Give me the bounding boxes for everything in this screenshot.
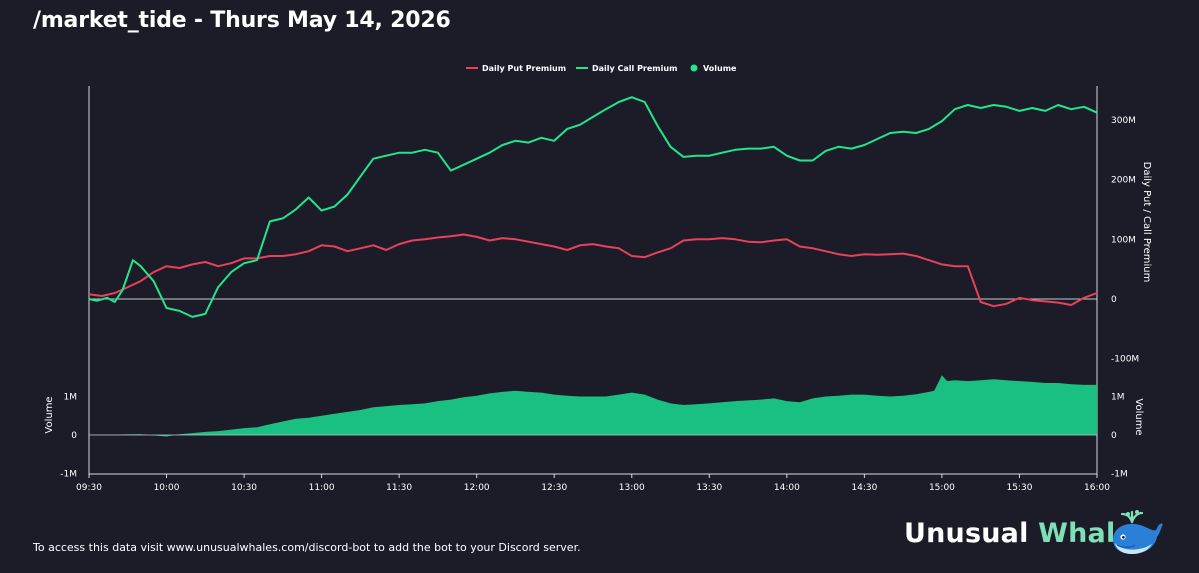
x-tick-label: 16:00	[1084, 483, 1110, 493]
footer-note: To access this data visit www.unusualwha…	[33, 541, 581, 554]
volume-tick-label-left: 0	[71, 431, 77, 441]
x-tick-label: 15:30	[1006, 483, 1032, 493]
premium-tick-label: 0	[1111, 295, 1117, 305]
legend-swatch-2	[690, 64, 698, 72]
volume-tick-label-right: -1M	[1111, 470, 1128, 480]
put-premium-line	[88, 233, 1098, 308]
legend-label-0: Daily Put Premium	[482, 64, 566, 73]
volume-axis-title-right: Volume	[1133, 398, 1144, 435]
x-tick-label: 11:00	[309, 483, 335, 493]
x-tick-label: 15:00	[929, 483, 955, 493]
market-tide-chart: Daily Put Premium Daily Call Premium Volum…	[44, 64, 1152, 493]
x-tick-label: 14:00	[774, 483, 800, 493]
volume-tick-label-left: 1M	[64, 393, 78, 403]
volume-tick-label-right: 0	[1111, 431, 1117, 441]
x-tick-label: 13:00	[619, 483, 645, 493]
x-tick-label: 12:30	[541, 483, 567, 493]
legend-label-1: Daily Call Premium	[592, 64, 677, 73]
x-tick-label: 12:00	[464, 483, 490, 493]
x-tick-label: 11:30	[386, 483, 412, 493]
premium-tick-label: 200M	[1111, 176, 1136, 186]
premium-tick-label: -100M	[1111, 355, 1139, 365]
volume-tick-label-left: -1M	[60, 470, 77, 480]
x-tick-label: 10:30	[231, 483, 257, 493]
x-tick-label: 09:30	[76, 483, 102, 493]
premium-tick-label: 300M	[1111, 116, 1136, 126]
legend-label-2: Volume	[703, 64, 737, 73]
premium-tick-label: 100M	[1111, 235, 1136, 245]
x-tick-label: 13:30	[696, 483, 722, 493]
whale-icon	[1113, 510, 1163, 554]
page-title: /market_tide - Thurs May 14, 2026	[33, 8, 451, 33]
premium-axis-title: Daily Put / Call Premium	[1141, 162, 1152, 283]
volume-area	[89, 375, 1097, 437]
volume-tick-label-right: 1M	[1111, 393, 1125, 403]
brand-word-1: Unusual	[904, 518, 1029, 549]
x-tick-label: 10:00	[154, 483, 180, 493]
x-tick-label: 14:30	[851, 483, 877, 493]
call-premium-line	[88, 96, 1098, 318]
volume-axis-title-left: Volume	[44, 396, 55, 433]
